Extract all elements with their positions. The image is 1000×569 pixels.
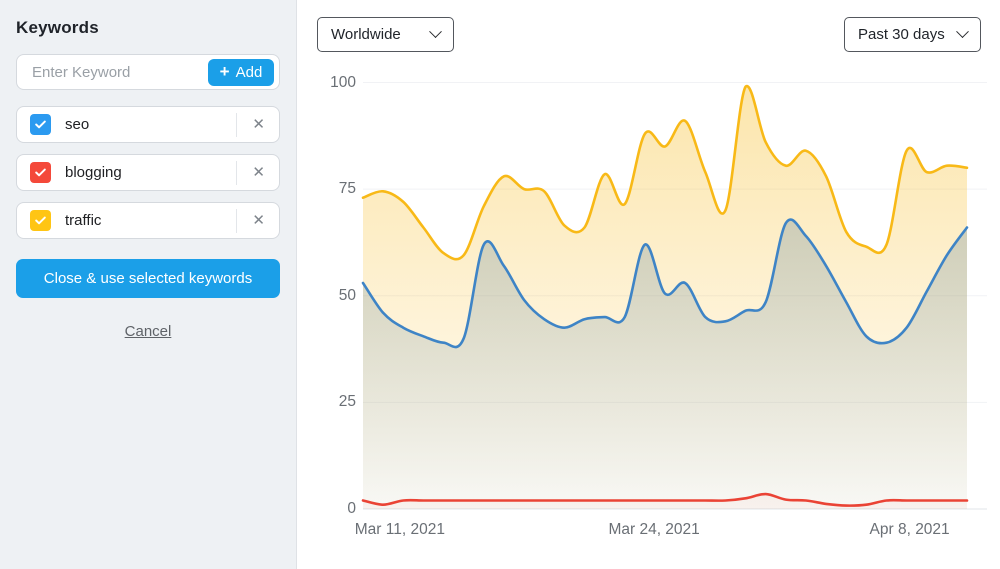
check-icon: [35, 120, 46, 129]
y-axis-label-75: 75: [338, 180, 356, 198]
check-icon: [35, 168, 46, 177]
keyword-chip-seo: seo ✕: [16, 106, 280, 143]
series-seo-line: [361, 218, 969, 349]
keyword-chip-traffic: traffic ✕: [16, 202, 280, 239]
keyword-label: seo: [65, 116, 90, 133]
series-blogging-line: [361, 492, 969, 507]
plus-icon: +: [219, 62, 230, 81]
keyword-list: seo ✕ blogging ✕ traffic ✕: [16, 106, 280, 239]
remove-keyword-button[interactable]: ✕: [248, 115, 269, 134]
series-traffic-line: [361, 85, 969, 261]
keyword-label: blogging: [65, 164, 122, 181]
chevron-down-icon: [429, 25, 442, 39]
keywords-panel: Keywords + Add seo ✕ blogging ✕ traffic ✕ Clo…: [0, 0, 297, 569]
remove-keyword-button[interactable]: ✕: [248, 163, 269, 182]
chip-divider: [236, 112, 238, 137]
region-select[interactable]: Worldwide: [317, 17, 454, 52]
x-axis-label-1: Mar 24, 2021: [608, 521, 700, 538]
keyword-input-row: + Add: [16, 54, 280, 90]
date-range-value: Past 30 days: [858, 26, 945, 43]
x-axis-label-0: Mar 11, 2021: [354, 521, 445, 538]
y-axis-label-100: 100: [330, 73, 356, 91]
check-icon: [35, 216, 46, 225]
trends-chart: [361, 82, 987, 510]
keyword-checkbox[interactable]: [30, 114, 51, 135]
add-keyword-button[interactable]: + Add: [208, 59, 274, 86]
x-axis-label-2: Apr 8, 2021: [869, 521, 950, 538]
keyword-checkbox[interactable]: [30, 210, 51, 231]
date-range-select[interactable]: Past 30 days: [844, 17, 981, 52]
add-button-label: Add: [235, 64, 263, 81]
trends-main: Worldwide Past 30 days 0 25 50 75 100 Mar 11,…: [297, 0, 1000, 569]
region-select-value: Worldwide: [331, 26, 401, 43]
chevron-down-icon: [956, 25, 969, 39]
close-use-keywords-button[interactable]: Close & use selected keywords: [16, 259, 280, 298]
y-axis-label-25: 25: [338, 393, 356, 411]
keyword-checkbox[interactable]: [30, 162, 51, 183]
y-axis-label-50: 50: [338, 286, 356, 304]
keyword-label: traffic: [65, 212, 102, 229]
chip-divider: [236, 160, 238, 185]
remove-keyword-button[interactable]: ✕: [248, 211, 269, 230]
cancel-link[interactable]: Cancel: [124, 323, 172, 340]
panel-title: Keywords: [16, 18, 99, 37]
keyword-chip-blogging: blogging ✕: [16, 154, 280, 191]
y-axis-label-0: 0: [347, 500, 356, 517]
series-seo-area: [363, 219, 967, 509]
chip-divider: [236, 208, 238, 233]
